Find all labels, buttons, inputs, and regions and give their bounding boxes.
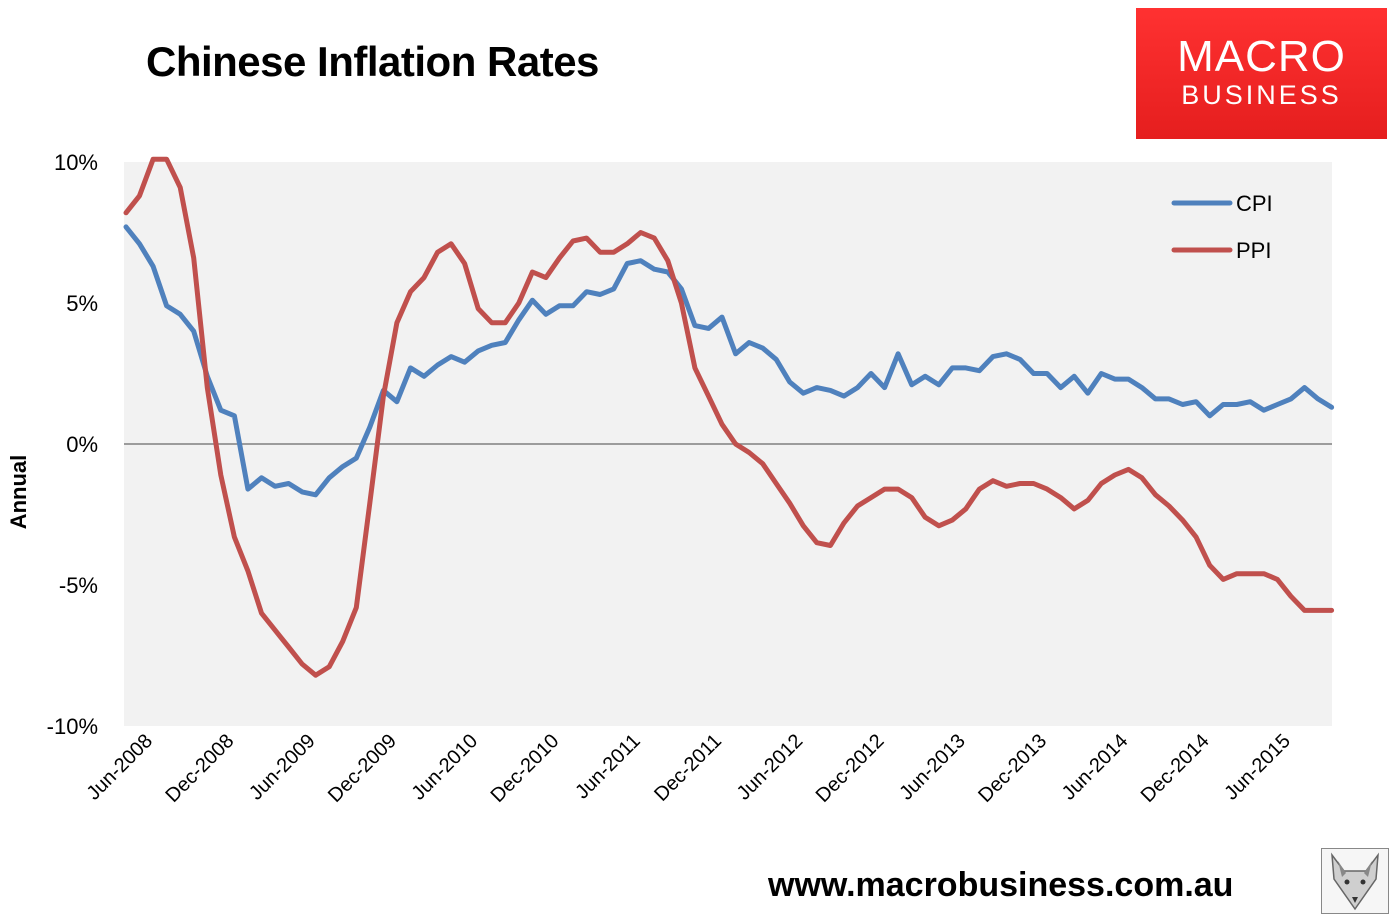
x-tick-label: Dec-2013 <box>974 730 1051 807</box>
x-tick-label: Jun-2015 <box>1220 730 1295 805</box>
series-line-ppi <box>123 156 1335 678</box>
y-tick-label: -10% <box>47 714 98 739</box>
legend-label-ppi: PPI <box>1236 238 1271 263</box>
x-tick-label: Dec-2010 <box>487 730 564 807</box>
fox-logo-icon <box>1321 848 1389 914</box>
y-axis-title-wrap: Annual <box>2 455 42 530</box>
y-axis-title: Annual <box>6 455 31 530</box>
x-tick-label: Jun-2013 <box>895 730 970 805</box>
chart-title: Chinese Inflation Rates <box>146 38 599 85</box>
y-tick-label: -5% <box>59 573 98 598</box>
x-tick-label: Jun-2009 <box>245 730 320 805</box>
x-axis-ticks: Jun-2008 Dec-2008 Jun-2009 Dec-2009 Jun-2010… <box>83 730 1295 807</box>
x-tick-label: Jun-2011 <box>571 730 644 803</box>
legend: CPI PPI <box>1171 191 1273 263</box>
x-tick-label: Dec-2014 <box>1137 730 1214 807</box>
series-lines <box>123 156 1335 678</box>
legend-label-cpi: CPI <box>1236 191 1273 216</box>
x-tick-label: Jun-2010 <box>408 730 483 805</box>
website-url[interactable]: www.macrobusiness.com.au <box>768 866 1234 904</box>
y-tick-label: 10% <box>54 150 98 175</box>
logo-line2: BUSINESS <box>1181 80 1342 110</box>
x-tick-label: Jun-2014 <box>1058 730 1133 805</box>
y-tick-label: 0% <box>66 432 98 457</box>
y-tick-label: 5% <box>66 291 98 316</box>
x-tick-label: Dec-2011 <box>650 730 726 806</box>
x-tick-label: Dec-2012 <box>812 730 889 807</box>
logo-line1: MACRO <box>1177 32 1346 81</box>
x-tick-label: Dec-2009 <box>324 730 401 807</box>
x-tick-label: Jun-2012 <box>733 730 808 805</box>
series-line-cpi <box>123 224 1335 498</box>
x-tick-label: Jun-2008 <box>83 730 158 805</box>
y-axis-ticks: 10% 5% 0% -5% -10% <box>47 150 98 739</box>
macrobusiness-logo[interactable]: MACRO BUSINESS <box>1136 8 1387 139</box>
x-tick-label: Dec-2008 <box>161 730 238 807</box>
